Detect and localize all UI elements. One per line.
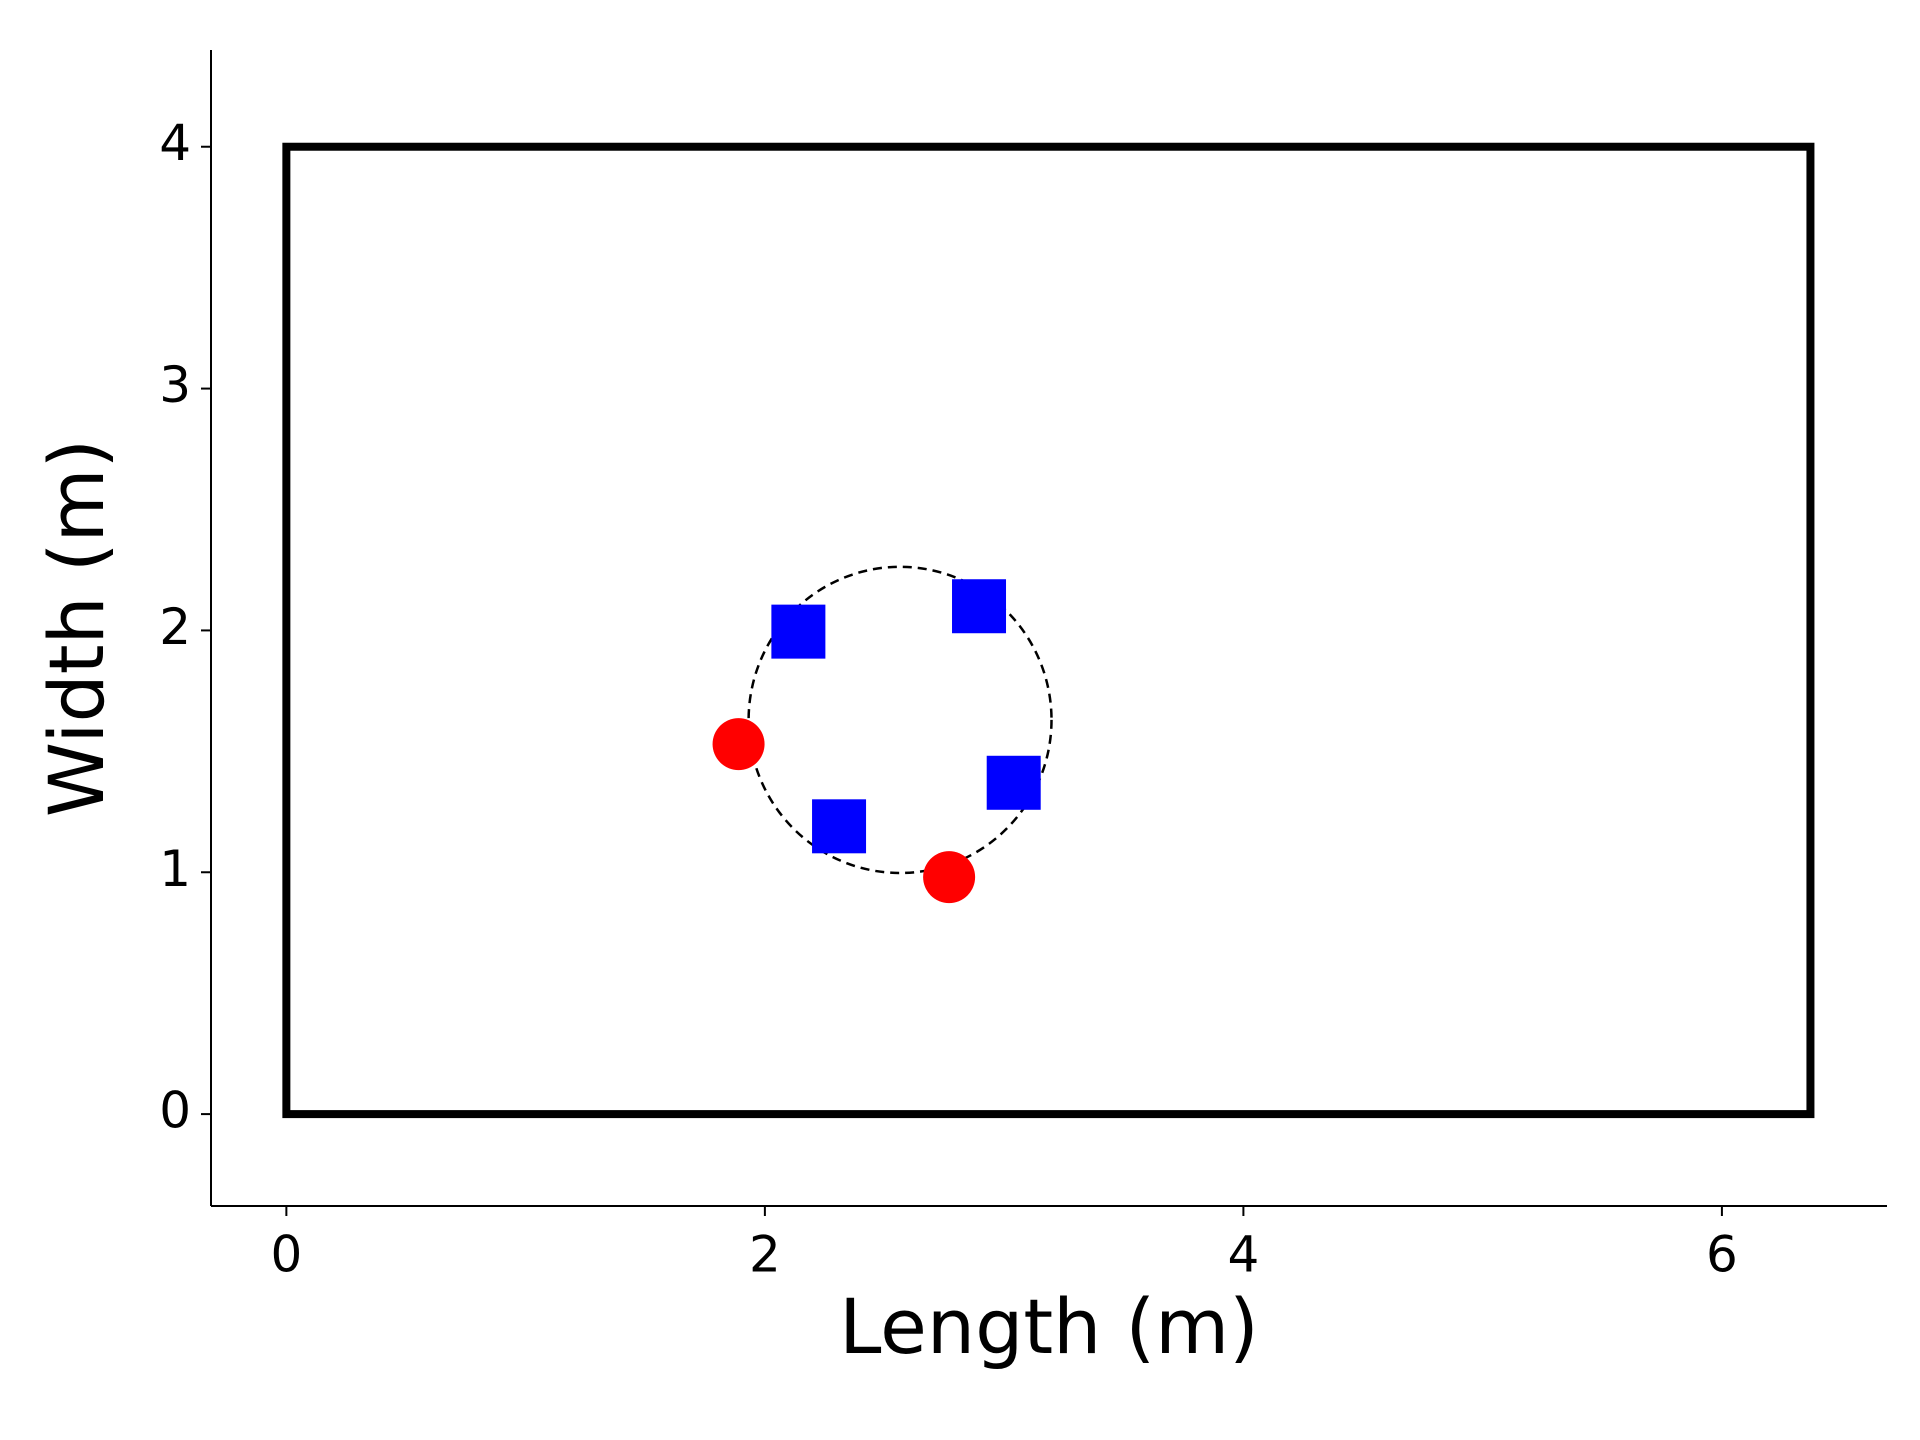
square-marker	[952, 579, 1007, 634]
square-marker	[771, 604, 826, 659]
circle-marker	[712, 718, 765, 771]
x-tick-label: 2	[749, 1226, 781, 1284]
y-tick-label: 2	[159, 598, 191, 656]
x-tick-label: 6	[1706, 1226, 1738, 1284]
square-marker	[812, 799, 867, 854]
y-tick-label: 0	[159, 1082, 191, 1140]
y-tick-label: 4	[159, 114, 191, 172]
y-axis-label: Width (m)	[32, 439, 121, 817]
circle-marker	[923, 851, 976, 904]
room-boundary	[282, 142, 1815, 1119]
x-tick-label: 4	[1227, 1226, 1259, 1284]
x-axis-label: Length (m)	[839, 1282, 1259, 1371]
y-tick-label: 3	[159, 356, 191, 414]
y-tick-label: 1	[159, 840, 191, 898]
x-tick-label: 0	[270, 1226, 302, 1284]
square-marker	[986, 755, 1041, 810]
